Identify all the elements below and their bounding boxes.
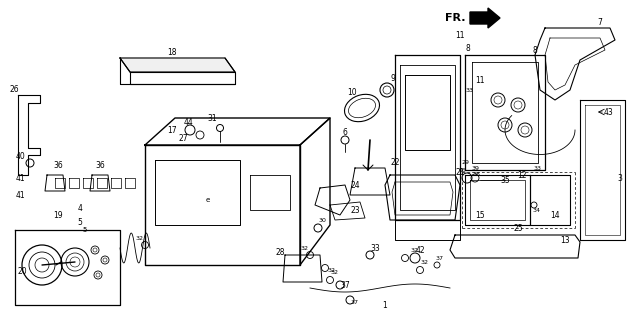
Text: 15: 15 — [475, 211, 485, 220]
Text: 19: 19 — [53, 211, 63, 220]
Text: 22: 22 — [390, 157, 400, 166]
Text: 7: 7 — [598, 18, 602, 27]
Text: 33: 33 — [534, 165, 542, 171]
Text: FR.: FR. — [445, 13, 465, 23]
Text: 10: 10 — [347, 87, 357, 97]
Text: 37: 37 — [351, 300, 359, 305]
Text: 36: 36 — [53, 161, 63, 170]
Text: 28: 28 — [275, 247, 285, 257]
Text: 39: 39 — [472, 165, 480, 171]
Text: 43: 43 — [603, 108, 613, 116]
Text: 14: 14 — [550, 211, 560, 220]
Text: 36: 36 — [95, 161, 105, 170]
Text: 24: 24 — [350, 180, 360, 189]
Text: 3: 3 — [618, 173, 623, 182]
Text: 11: 11 — [475, 76, 485, 84]
Text: 33: 33 — [370, 244, 380, 252]
Text: 35: 35 — [500, 175, 510, 185]
Text: 37: 37 — [340, 281, 350, 290]
Text: 34: 34 — [533, 207, 541, 212]
Text: 41: 41 — [15, 190, 25, 199]
Text: e: e — [206, 197, 210, 203]
Text: 31: 31 — [207, 114, 217, 123]
Text: 21: 21 — [456, 167, 464, 177]
Text: 25: 25 — [513, 223, 523, 233]
Polygon shape — [470, 8, 500, 28]
Text: 8: 8 — [533, 45, 537, 54]
Text: 5: 5 — [83, 227, 87, 233]
Text: 1: 1 — [383, 300, 387, 309]
Text: 27: 27 — [178, 133, 188, 142]
Text: 6: 6 — [343, 127, 348, 137]
Text: 32: 32 — [136, 236, 144, 241]
Text: 29: 29 — [461, 159, 469, 164]
Text: 8: 8 — [466, 44, 470, 52]
Text: 18: 18 — [167, 47, 177, 57]
Text: 32: 32 — [301, 245, 309, 251]
Text: 20: 20 — [17, 268, 27, 276]
Text: 16: 16 — [458, 167, 466, 172]
Polygon shape — [120, 58, 235, 72]
Text: 5: 5 — [78, 218, 82, 227]
Text: 32: 32 — [331, 269, 339, 275]
Text: 17: 17 — [167, 125, 177, 134]
Text: 32: 32 — [328, 268, 336, 273]
Text: 26: 26 — [9, 84, 19, 93]
Text: 32: 32 — [411, 247, 419, 252]
Text: 4: 4 — [78, 204, 82, 212]
Text: 30: 30 — [318, 218, 326, 222]
Text: 32: 32 — [421, 260, 429, 265]
Text: 11: 11 — [456, 30, 464, 39]
Text: 44: 44 — [183, 117, 193, 126]
Text: 40: 40 — [15, 151, 25, 161]
Text: 12: 12 — [517, 171, 527, 180]
Text: 38: 38 — [472, 172, 480, 177]
Text: 33: 33 — [466, 87, 474, 92]
Text: 42: 42 — [415, 245, 425, 254]
Text: 37: 37 — [436, 255, 444, 260]
Text: 9: 9 — [390, 74, 396, 83]
Text: 41: 41 — [15, 173, 25, 182]
Text: 23: 23 — [350, 205, 360, 214]
Text: 13: 13 — [560, 236, 570, 244]
